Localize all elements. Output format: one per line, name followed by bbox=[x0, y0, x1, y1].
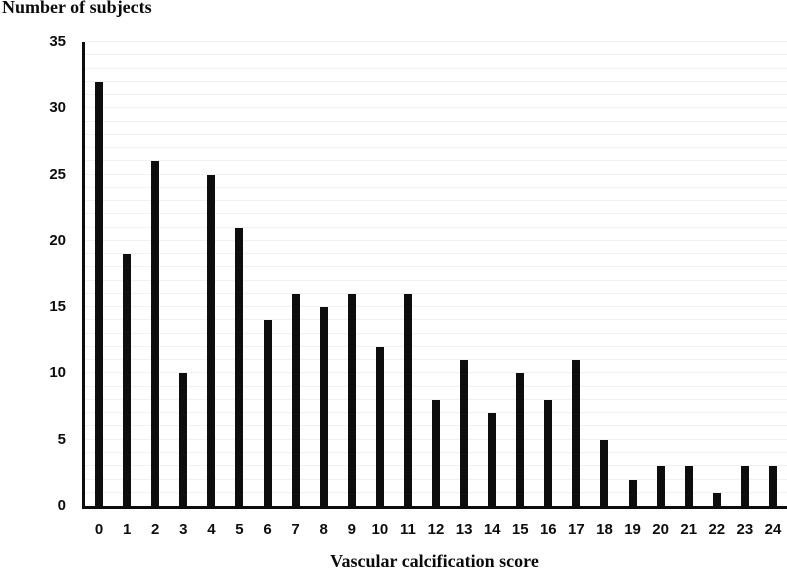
bar-score-2 bbox=[151, 161, 160, 506]
x-tick-22: 22 bbox=[708, 521, 726, 538]
x-tick-5: 5 bbox=[235, 521, 244, 538]
gridline-17 bbox=[85, 279, 787, 281]
bar-score-17 bbox=[572, 360, 581, 506]
bar-score-7 bbox=[291, 293, 300, 506]
bar-score-22 bbox=[712, 492, 721, 506]
gridline-20 bbox=[85, 239, 787, 241]
gridline-22 bbox=[85, 213, 787, 215]
gridline-8 bbox=[85, 398, 787, 400]
x-tick-4: 4 bbox=[207, 521, 216, 538]
chart-title: Number of subjects bbox=[2, 0, 152, 17]
gridline-16 bbox=[85, 292, 787, 294]
bar-score-11 bbox=[403, 293, 412, 506]
gridline-21 bbox=[85, 226, 787, 228]
gridline-30 bbox=[85, 107, 787, 109]
gridline-11 bbox=[85, 359, 787, 361]
bar-score-23 bbox=[740, 466, 749, 506]
bar-score-4 bbox=[207, 174, 216, 506]
x-tick-10: 10 bbox=[371, 521, 389, 538]
bar-score-21 bbox=[684, 466, 693, 506]
x-tick-19: 19 bbox=[624, 521, 641, 538]
x-tick-17: 17 bbox=[568, 521, 585, 538]
x-tick-7: 7 bbox=[291, 521, 300, 538]
gridline-23 bbox=[85, 200, 787, 202]
x-tick-9: 9 bbox=[347, 521, 356, 538]
gridline-27 bbox=[85, 147, 787, 149]
y-tick-25: 25 bbox=[49, 165, 66, 183]
bar-score-13 bbox=[460, 360, 469, 506]
gridline-26 bbox=[85, 160, 787, 162]
x-tick-6: 6 bbox=[263, 521, 272, 538]
gridline-29 bbox=[85, 120, 787, 122]
y-tick-10: 10 bbox=[49, 364, 66, 382]
y-tick-20: 20 bbox=[49, 231, 66, 249]
y-tick-30: 30 bbox=[49, 99, 66, 117]
gridline-33 bbox=[85, 67, 787, 69]
x-axis-title: Vascular calcification score bbox=[330, 551, 539, 571]
y-tick-0: 0 bbox=[57, 497, 66, 514]
x-tick-14: 14 bbox=[483, 521, 501, 538]
bar-score-3 bbox=[179, 373, 188, 506]
gridline-18 bbox=[85, 266, 787, 268]
x-tick-11: 11 bbox=[399, 521, 416, 538]
bar-score-0 bbox=[95, 81, 104, 506]
bar-score-8 bbox=[319, 307, 328, 506]
x-tick-16: 16 bbox=[539, 521, 557, 538]
bar-score-12 bbox=[432, 399, 440, 506]
bar-score-15 bbox=[516, 373, 525, 506]
gridline-28 bbox=[85, 133, 787, 135]
x-tick-13: 13 bbox=[455, 521, 473, 538]
bar-score-5 bbox=[235, 227, 244, 506]
gridline-15 bbox=[85, 306, 787, 308]
gridline-31 bbox=[85, 94, 787, 96]
x-tick-15: 15 bbox=[511, 521, 529, 538]
x-tick-23: 23 bbox=[736, 521, 754, 538]
x-tick-20: 20 bbox=[652, 521, 669, 538]
bar-score-6 bbox=[263, 320, 272, 506]
x-tick-0: 0 bbox=[94, 521, 104, 538]
y-tick-15: 15 bbox=[49, 298, 66, 316]
x-tick-8: 8 bbox=[319, 521, 328, 538]
bar-score-24 bbox=[768, 466, 777, 506]
gridline-35 bbox=[85, 41, 787, 42]
bar-score-16 bbox=[544, 399, 553, 506]
gridline-19 bbox=[85, 253, 787, 255]
gridline-25 bbox=[85, 173, 787, 175]
bar-score-14 bbox=[488, 413, 497, 506]
gridline-14 bbox=[85, 319, 787, 321]
bar-score-19 bbox=[628, 479, 637, 506]
bar-score-18 bbox=[600, 439, 609, 506]
x-tick-3: 3 bbox=[179, 521, 188, 538]
bar-score-10 bbox=[375, 346, 384, 506]
x-tick-18: 18 bbox=[596, 521, 613, 538]
x-tick-24: 24 bbox=[764, 521, 782, 538]
x-tick-1: 1 bbox=[122, 521, 132, 538]
x-tick-2: 2 bbox=[151, 521, 160, 538]
x-tick-21: 21 bbox=[680, 521, 698, 538]
bar-score-20 bbox=[656, 466, 665, 506]
x-tick-12: 12 bbox=[427, 521, 445, 538]
gridline-13 bbox=[85, 332, 787, 334]
y-tick-35: 35 bbox=[49, 33, 66, 50]
gridline-32 bbox=[85, 80, 787, 82]
bar-score-9 bbox=[347, 293, 356, 506]
plot-area bbox=[82, 41, 787, 509]
gridline-9 bbox=[85, 385, 787, 387]
bar-score-1 bbox=[123, 254, 132, 506]
y-tick-5: 5 bbox=[57, 430, 66, 448]
gridline-10 bbox=[85, 372, 787, 374]
gridline-12 bbox=[85, 345, 787, 347]
gridline-34 bbox=[85, 54, 787, 56]
gridline-24 bbox=[85, 186, 787, 188]
